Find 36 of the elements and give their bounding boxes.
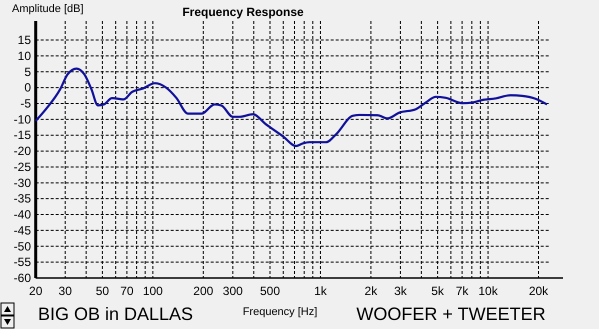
x-tick-label: 2k	[364, 284, 378, 298]
y-tick-label: -45	[14, 223, 32, 238]
y-tick-label: -20	[14, 144, 32, 158]
y-tick-label: -5	[20, 96, 32, 110]
y-tick-label: -10	[14, 112, 32, 126]
y-tick-label: 15	[18, 33, 32, 48]
x-tick-label: 10k	[478, 284, 499, 298]
x-tick-label: 100	[142, 284, 164, 298]
x-tick-label: 300	[222, 284, 244, 298]
x-tick-label: 500	[260, 284, 280, 298]
y-tick-label: -55	[14, 255, 32, 270]
y-tick-label: -50	[14, 239, 32, 254]
y-tick-label: 5	[24, 64, 32, 79]
x-tick-label: 20k	[528, 284, 550, 298]
y-tick-label: -60	[14, 271, 32, 285]
y-tick-label: -15	[14, 128, 32, 142]
x-tick-label: 3k	[394, 284, 408, 298]
x-tick-label: 30	[58, 284, 72, 298]
y-tick-label: -40	[14, 208, 32, 222]
y-tick-label: -25	[14, 160, 32, 174]
chart-title: Frequency Response	[182, 5, 304, 19]
x-tick-label: 200	[193, 284, 214, 298]
text: BIG OB in DALLAS	[38, 304, 194, 324]
x-tick-label: 50	[96, 284, 110, 298]
x-tick-label: 7k	[456, 284, 470, 298]
y-tick-label: -30	[14, 176, 32, 190]
x-tick-label: 70	[120, 284, 134, 298]
x-axis-title: Frequency [Hz]	[242, 306, 318, 318]
y-tick-label: 0	[24, 80, 32, 95]
y-tick-label: 10	[18, 48, 32, 63]
y-axis-title: Amplitude [dB]	[12, 3, 84, 15]
x-tick-label: 20	[29, 284, 43, 298]
x-tick-label: 5k	[431, 284, 445, 298]
x-tick-label: 1k	[314, 284, 328, 298]
y-tick-label: -35	[14, 192, 32, 206]
text: WOOFER + TWEETER	[356, 304, 546, 324]
